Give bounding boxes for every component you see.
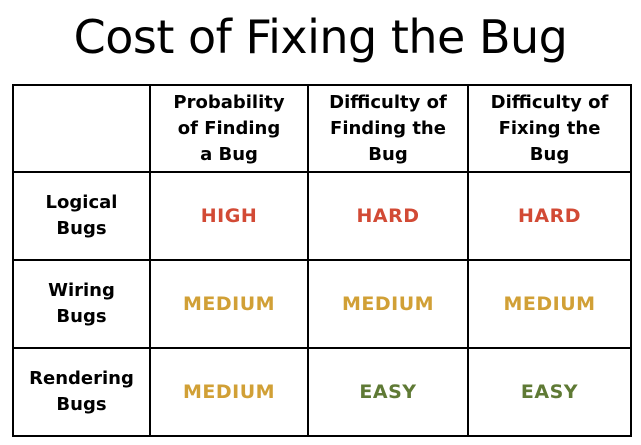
row-header-line: Bugs bbox=[56, 306, 107, 327]
row-header-rendering-bugs: Rendering Bugs bbox=[12, 347, 151, 437]
column-header-line: Fixing the bbox=[498, 117, 601, 139]
slide-title: Cost of Fixing the Bug bbox=[73, 10, 568, 64]
header-row: Probability of Finding a Bug Difficulty … bbox=[12, 84, 632, 173]
table-row-wiring-bugs: Wiring Bugs MEDIUM MEDIUM MEDIUM bbox=[12, 259, 632, 349]
column-header-difficulty-of-finding: Difficulty of Finding the Bug bbox=[307, 84, 469, 173]
rating-text: HARD bbox=[517, 205, 581, 227]
rating-cell: MEDIUM bbox=[149, 259, 309, 349]
rating-cell: HARD bbox=[467, 171, 632, 261]
column-header-line: Finding the bbox=[330, 117, 446, 139]
rating-text: MEDIUM bbox=[503, 293, 596, 315]
rating-cell: HARD bbox=[307, 171, 469, 261]
column-header-difficulty-of-fixing: Difficulty of Fixing the Bug bbox=[467, 84, 632, 173]
row-header-line: Bugs bbox=[56, 218, 107, 239]
column-header-line: Probability bbox=[173, 91, 285, 113]
row-header-wiring-bugs: Wiring Bugs bbox=[12, 259, 151, 349]
column-header-line: Bug bbox=[529, 143, 570, 165]
column-header-line: Bug bbox=[368, 143, 408, 165]
column-header-line: Difficulty of bbox=[329, 91, 447, 113]
rating-cell: MEDIUM bbox=[307, 259, 469, 349]
rating-text: MEDIUM bbox=[182, 381, 276, 403]
rating-cell: EASY bbox=[307, 347, 469, 437]
row-header-line: Rendering bbox=[29, 368, 134, 389]
rating-text: EASY bbox=[520, 381, 579, 403]
column-header-line: a Bug bbox=[200, 143, 258, 165]
table-row-logical-bugs: Logical Bugs HIGH HARD HARD bbox=[12, 171, 632, 261]
rating-text: HIGH bbox=[200, 205, 258, 227]
rating-cell: MEDIUM bbox=[149, 347, 309, 437]
table-row-rendering-bugs: Rendering Bugs MEDIUM EASY EASY bbox=[12, 347, 632, 437]
column-header-line: Difficulty of bbox=[490, 91, 609, 113]
rating-cell: MEDIUM bbox=[467, 259, 632, 349]
column-header-line: of Finding bbox=[177, 117, 281, 139]
row-header-logical-bugs: Logical Bugs bbox=[12, 171, 151, 261]
rating-text: MEDIUM bbox=[341, 293, 435, 315]
comparison-table: Probability of Finding a Bug Difficulty … bbox=[12, 84, 632, 437]
rating-cell: EASY bbox=[467, 347, 632, 437]
rating-text: HARD bbox=[356, 205, 420, 227]
rating-cell: HIGH bbox=[149, 171, 309, 261]
rating-text: MEDIUM bbox=[182, 293, 276, 315]
row-header-line: Wiring bbox=[48, 280, 115, 301]
rating-text: EASY bbox=[359, 381, 417, 403]
row-header-line: Logical bbox=[45, 192, 118, 213]
row-header-line: Bugs bbox=[56, 394, 107, 415]
column-header-probability-of-finding: Probability of Finding a Bug bbox=[149, 84, 309, 173]
corner-cell bbox=[12, 84, 151, 173]
